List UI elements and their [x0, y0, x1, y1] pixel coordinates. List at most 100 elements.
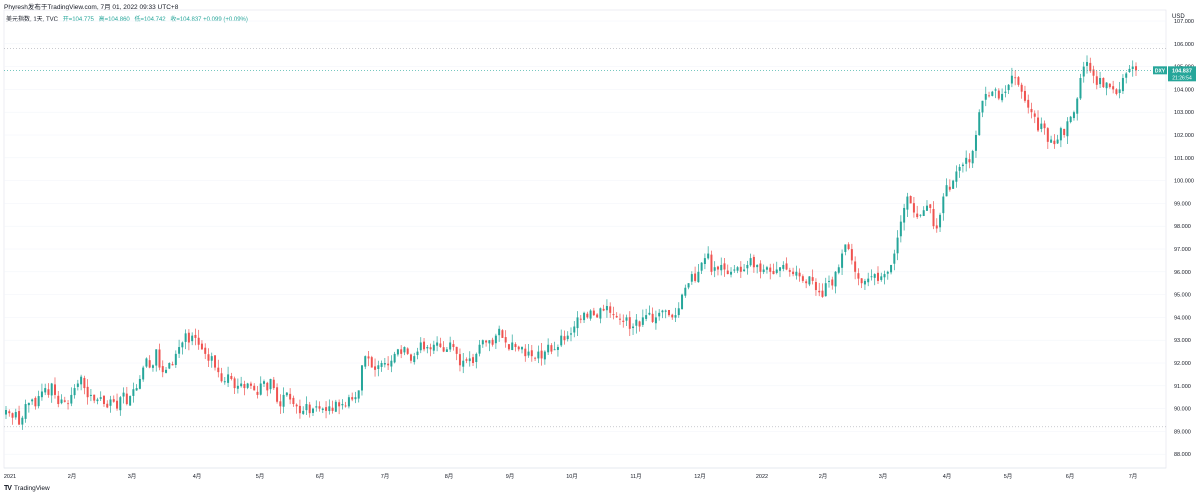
candle-body — [60, 399, 63, 404]
x-tick-label: 2月 — [819, 473, 828, 480]
candle-body — [1066, 121, 1069, 137]
candle-body — [674, 315, 677, 318]
candle-body — [645, 315, 648, 319]
candle-body — [445, 349, 448, 352]
brand-name[interactable]: TradingView — [13, 485, 50, 492]
candle-body — [165, 369, 168, 373]
candle-body — [413, 356, 416, 363]
candle-body — [939, 214, 942, 228]
candle-body — [550, 345, 553, 352]
candle-body — [1072, 112, 1075, 119]
candle-body — [736, 267, 739, 271]
candle-body — [919, 214, 922, 216]
open-value: 开=104.775 — [62, 17, 94, 23]
candle-body — [390, 360, 393, 367]
candle-body — [292, 397, 295, 405]
candle-body — [609, 306, 612, 313]
candle-body — [981, 100, 984, 113]
candle-body — [475, 353, 478, 363]
candle-body — [605, 306, 608, 311]
y-tick-label: 94.000 — [1174, 315, 1191, 321]
candle-body — [63, 400, 66, 402]
candle-body — [592, 310, 595, 316]
y-tick-label: 98.000 — [1174, 224, 1191, 230]
candle-body — [524, 348, 527, 357]
y-tick-label: 101.000 — [1174, 156, 1194, 162]
candle-body — [912, 203, 915, 213]
candle-body — [501, 330, 504, 338]
candle-body — [586, 313, 589, 318]
candle-body — [1108, 83, 1111, 88]
candle-body — [909, 196, 912, 204]
candle-body — [589, 310, 592, 319]
candle-body — [184, 333, 187, 342]
plot-area — [3, 9, 1167, 469]
candle-body — [472, 357, 475, 363]
publish-info: Phyresh发布于TradingView.com, 7月 01, 2022 0… — [4, 4, 179, 11]
candle-body — [207, 354, 210, 361]
candle-body — [537, 351, 540, 359]
candle-body — [534, 357, 537, 359]
candle-body — [498, 328, 501, 336]
candle-body — [18, 411, 21, 425]
candle-body — [436, 342, 439, 346]
candle-body — [625, 317, 628, 321]
candle-body — [511, 342, 514, 351]
candle-body — [1089, 62, 1092, 72]
candle-body — [775, 269, 778, 273]
candle-body — [1105, 82, 1108, 89]
countdown-value: 21:26:54 — [1172, 75, 1192, 81]
candle-body — [308, 404, 311, 414]
candle-body — [109, 399, 112, 406]
candle-body — [749, 258, 752, 266]
candle-body — [11, 413, 14, 418]
candle-body — [409, 354, 412, 361]
candle-body — [570, 333, 572, 335]
candle-body — [553, 349, 556, 351]
candle-body — [67, 403, 70, 405]
candle-body — [883, 274, 886, 278]
candle-body — [439, 343, 442, 348]
candle-body — [824, 283, 827, 297]
candle-body — [279, 401, 282, 407]
candle-body — [880, 276, 883, 280]
candle-body — [321, 408, 324, 411]
candle-body — [374, 366, 377, 370]
candle-body — [400, 349, 403, 354]
candle-body — [955, 171, 958, 182]
candle-body — [1023, 90, 1026, 101]
candle-body — [834, 271, 837, 287]
candle-body — [334, 401, 337, 412]
symbol-name[interactable]: 美元指数, 1天, TVC — [6, 17, 59, 23]
candle-body — [795, 271, 798, 276]
candle-body — [181, 342, 184, 348]
candle-body — [1056, 139, 1059, 144]
candle-body — [870, 276, 873, 278]
candle-body — [733, 269, 736, 271]
candle-body — [1131, 66, 1134, 69]
candle-body — [857, 273, 860, 279]
x-tick-label: 5月 — [1004, 473, 1013, 480]
y-tick-label: 93.000 — [1174, 338, 1191, 344]
candle-body — [187, 332, 190, 343]
ticker-tag — [1153, 66, 1167, 75]
candle-body — [112, 399, 115, 402]
candle-body — [945, 185, 948, 197]
candle-body — [641, 317, 644, 325]
candle-body — [426, 347, 429, 349]
candle-body — [759, 263, 762, 272]
candle-body — [818, 290, 821, 293]
candle-body — [723, 263, 726, 270]
y-tick-label: 106.000 — [1174, 42, 1194, 48]
candle-body — [96, 399, 99, 402]
candle-body — [602, 308, 605, 311]
candle-body — [135, 388, 138, 391]
candle-body — [119, 397, 122, 411]
candle-body — [876, 272, 879, 281]
candle-body — [1125, 73, 1128, 78]
candle-body — [214, 355, 217, 368]
candle-body — [890, 264, 893, 273]
candle-body — [80, 376, 83, 385]
candle-body — [145, 358, 148, 367]
